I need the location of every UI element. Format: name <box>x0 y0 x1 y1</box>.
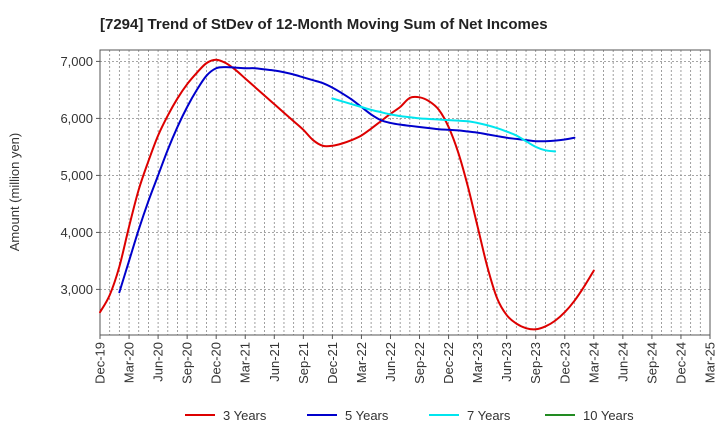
x-tick-label: Mar-21 <box>238 342 253 383</box>
x-tick-label: Sep-24 <box>644 342 659 384</box>
legend: 3 Years 5 Years 7 Years 10 Years <box>185 408 634 423</box>
x-tick-label: Jun-22 <box>383 342 398 382</box>
grid <box>100 50 710 335</box>
legend-label-1: 3 Years <box>223 408 267 423</box>
y-tick-label: 6,000 <box>60 111 93 126</box>
x-tick-label: Mar-22 <box>354 342 369 383</box>
legend-label-2: 5 Years <box>345 408 389 423</box>
series-line-3 <box>331 97 557 153</box>
y-axis-ticks: 3,000 4,000 5,000 6,000 7,000 <box>60 54 100 297</box>
y-tick-label: 5,000 <box>60 168 93 183</box>
x-tick-label: Dec-22 <box>441 342 456 384</box>
y-tick-label: 3,000 <box>60 282 93 297</box>
x-tick-label: Jun-23 <box>499 342 514 382</box>
y-axis-label: Amount (million yen) <box>7 133 22 252</box>
x-tick-label: Sep-20 <box>180 342 195 384</box>
x-tick-label: Mar-25 <box>703 342 718 383</box>
legend-label-4: 10 Years <box>583 408 634 423</box>
series-line-1 <box>99 58 595 331</box>
chart-title: [7294] Trend of StDev of 12-Month Moving… <box>100 16 548 33</box>
x-tick-label: Mar-23 <box>470 342 485 383</box>
series-line-2 <box>118 66 576 294</box>
series-lines <box>99 58 595 331</box>
x-axis-ticks: Dec-19 Mar-20 Jun-20 Sep-20 Dec-20 Mar-21 Jun-… <box>93 335 718 384</box>
x-tick-label: Mar-24 <box>586 342 601 383</box>
x-tick-label: Dec-20 <box>209 342 224 384</box>
legend-label-3: 7 Years <box>467 408 511 423</box>
x-tick-label: Sep-23 <box>528 342 543 384</box>
x-tick-label: Mar-20 <box>122 342 137 383</box>
x-tick-label: Sep-22 <box>412 342 427 384</box>
x-tick-label: Sep-21 <box>296 342 311 384</box>
x-tick-label: Jun-21 <box>267 342 282 382</box>
x-tick-label: Jun-20 <box>151 342 166 382</box>
x-tick-label: Dec-21 <box>325 342 340 384</box>
x-tick-label: Jun-24 <box>615 342 630 382</box>
plot-frame <box>99 49 711 336</box>
y-tick-label: 7,000 <box>60 54 93 69</box>
x-tick-label: Dec-23 <box>557 342 572 384</box>
x-tick-label: Dec-24 <box>673 342 688 384</box>
y-tick-label: 4,000 <box>60 225 93 240</box>
x-tick-label: Dec-19 <box>93 342 108 384</box>
